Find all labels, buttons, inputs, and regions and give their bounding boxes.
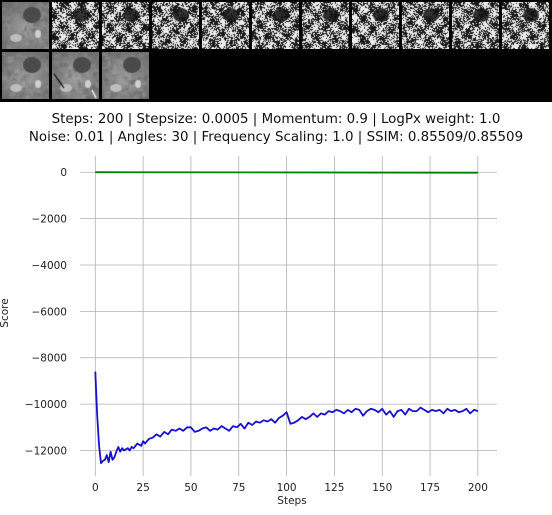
score-line-chart: 0 25 50 75 100 125 150 175 200 0 −2000 −4000 −6000 −… <box>0 156 497 507</box>
y-tick-label: −8000 <box>31 353 67 365</box>
x-tick-label: 150 <box>372 482 392 494</box>
x-tick-label: 175 <box>420 482 440 494</box>
y-tick-label: −6000 <box>31 306 67 318</box>
x-tick-label: 100 <box>277 482 297 494</box>
thumbnail-grayscale-source-annotated <box>52 52 99 99</box>
thumbnail-noise <box>52 2 99 49</box>
y-axis-label: Score <box>0 298 11 327</box>
y-tick-labels: 0 −2000 −4000 −6000 −8000 −10000 −12000 <box>25 167 67 457</box>
thumbnail-noise <box>252 2 299 49</box>
thumbnail-noise <box>152 2 199 49</box>
x-tick-label: 75 <box>232 482 245 494</box>
thumbnail-noise <box>102 2 149 49</box>
y-tick-label: −2000 <box>31 214 67 226</box>
y-tick-label: 0 <box>60 167 67 179</box>
y-tick-label: −12000 <box>25 445 67 457</box>
thumbnail-noise <box>502 2 549 49</box>
thumbnail-grayscale-source <box>102 52 149 99</box>
x-axis-label: Steps <box>277 495 306 507</box>
series-lines <box>94 171 479 465</box>
x-tick-label: 0 <box>92 482 99 494</box>
x-tick-label: 25 <box>136 482 149 494</box>
thumbnail-noise <box>402 2 449 49</box>
series-line-1 <box>95 171 478 174</box>
thumbnail-noise <box>302 2 349 49</box>
thumbnail-noise <box>352 2 399 49</box>
chart-title-block: Steps: 200 | Stepsize: 0.0005 | Momentum… <box>0 111 552 147</box>
x-tick-labels: 0 25 50 75 100 125 150 175 200 <box>92 482 488 494</box>
thumbnail-noise <box>202 2 249 49</box>
y-tick-label: −4000 <box>31 260 67 272</box>
x-tick-label: 125 <box>324 482 344 494</box>
y-tick-label: −10000 <box>25 399 67 411</box>
grid-lines <box>80 156 497 476</box>
series-line-2 <box>94 371 479 465</box>
chart-title: Steps: 200 | Stepsize: 0.0005 | Momentum… <box>51 112 501 127</box>
thumbnail-grayscale-source <box>2 52 49 99</box>
thumbnail-grayscale-source <box>2 2 49 49</box>
chart-subtitle: Noise: 0.01 | Angles: 30 | Frequency Sca… <box>28 130 524 145</box>
thumbnail-noise <box>452 2 499 49</box>
reconstruction-thumbnail-strip <box>0 0 552 102</box>
x-tick-label: 200 <box>468 482 488 494</box>
x-tick-label: 50 <box>184 482 197 494</box>
